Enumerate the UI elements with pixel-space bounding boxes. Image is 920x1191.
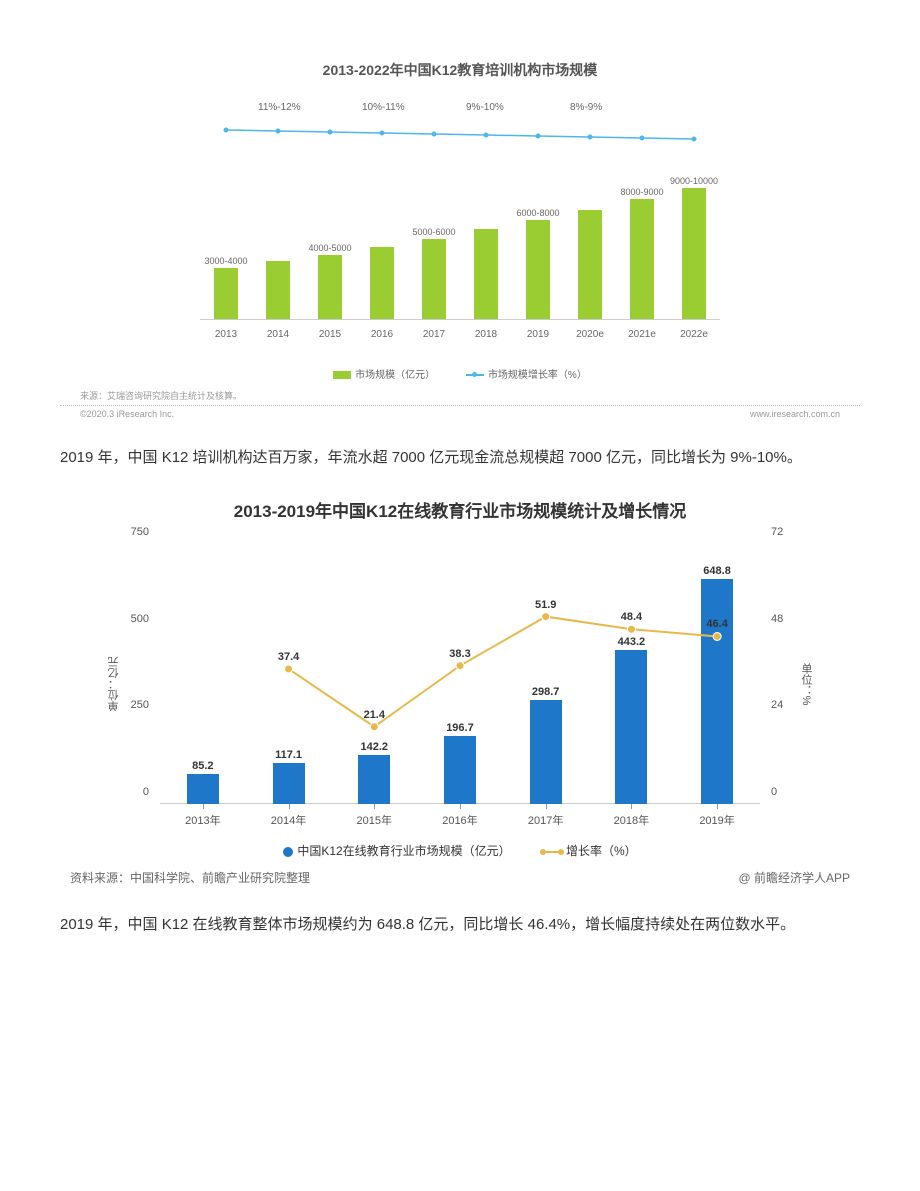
chart2-source: 资料来源：中国科学院、前瞻产业研究院整理 @ 前瞻经济学人APP (60, 869, 860, 886)
chart1: 11%-12%10%-11%9%-10%8%-9% 3000-40004000-… (180, 100, 740, 360)
chart2-container: 2013-2019年中国K12在线教育行业市场规模统计及增长情况 单位：亿元 单… (60, 497, 860, 886)
chart2: 单位：亿元 单位：% 0250500750 0244872 85.2117.11… (110, 534, 810, 834)
chart2-title: 2013-2019年中国K12在线教育行业市场规模统计及增长情况 (60, 497, 860, 522)
paragraph-2: 2019 年，中国 K12 在线教育整体市场规模约为 648.8 亿元，同比增长… (60, 910, 860, 940)
chart1-bar (255, 259, 302, 319)
legend-bar: 市场规模（亿元） (333, 366, 435, 381)
chart1-bar (359, 245, 406, 319)
chart1-bar (567, 208, 614, 319)
legend-bar-2: 中国K12在线教育行业市场规模（亿元） (283, 842, 510, 859)
chart2-growth-line (160, 544, 760, 804)
chart1-title: 2013-2022年中国K12教育培训机构市场规模 (60, 60, 860, 80)
chart1-source: 来源：艾瑞咨询研究院自主统计及核算。 (60, 389, 860, 402)
chart2-yaxis-right: 0244872 (765, 544, 810, 804)
chart2-plot: 85.2117.1142.2196.7298.7443.2648.8 37.42… (160, 544, 760, 804)
chart1-container: 2013-2022年中国K12教育培训机构市场规模 11%-12%10%-11%… (60, 60, 860, 419)
chart1-bar: 4000-5000 (307, 243, 354, 319)
chart2-xaxis: 2013年2014年2015年2016年2017年2018年2019年 (160, 812, 760, 828)
chart1-legend: 市场规模（亿元） 市场规模增长率（%） (60, 366, 860, 381)
chart1-bar: 3000-4000 (203, 256, 250, 319)
chart2-legend: 中国K12在线教育行业市场规模（亿元） 增长率（%） (60, 842, 860, 859)
chart1-xaxis: 20132014201520162017201820192020e2021e20… (200, 329, 720, 340)
chart1-copyright: ©2020.3 iResearch Inc. www.iresearch.com… (60, 405, 860, 419)
chart2-yaxis-left: 0250500750 (110, 544, 155, 804)
chart1-bar: 6000-8000 (515, 208, 562, 319)
chart1-bar: 9000-10000 (671, 176, 718, 319)
chart1-bar (463, 227, 510, 319)
chart1-bar: 5000-6000 (411, 227, 458, 319)
legend-line: 市场规模增长率（%） (466, 366, 587, 381)
paragraph-1: 2019 年，中国 K12 培训机构达百万家，年流水超 7000 亿元现金流总规… (60, 443, 860, 473)
chart1-plot: 3000-4000 4000-5000 5000-6000 6000-8000 8000… (200, 100, 720, 320)
chart1-bar: 8000-9000 (619, 187, 666, 319)
chart1-bars: 3000-4000 4000-5000 5000-6000 6000-8000 8000… (200, 100, 720, 319)
legend-line-2: 增长率（%） (542, 842, 637, 859)
